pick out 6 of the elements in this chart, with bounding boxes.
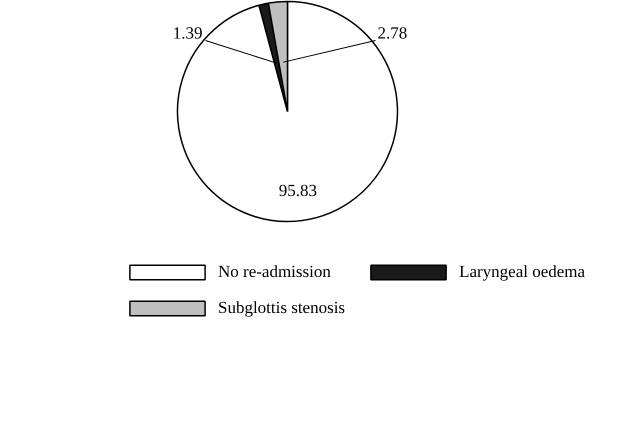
legend-label: Subglottis stenosis	[218, 298, 346, 318]
legend-label: No re-admission	[218, 262, 331, 282]
legend-label: Laryngeal oedema	[459, 262, 586, 282]
data-label: 95.83	[278, 181, 317, 200]
data-label: 2.78	[378, 24, 408, 42]
data-label: 1.39	[172, 24, 202, 42]
